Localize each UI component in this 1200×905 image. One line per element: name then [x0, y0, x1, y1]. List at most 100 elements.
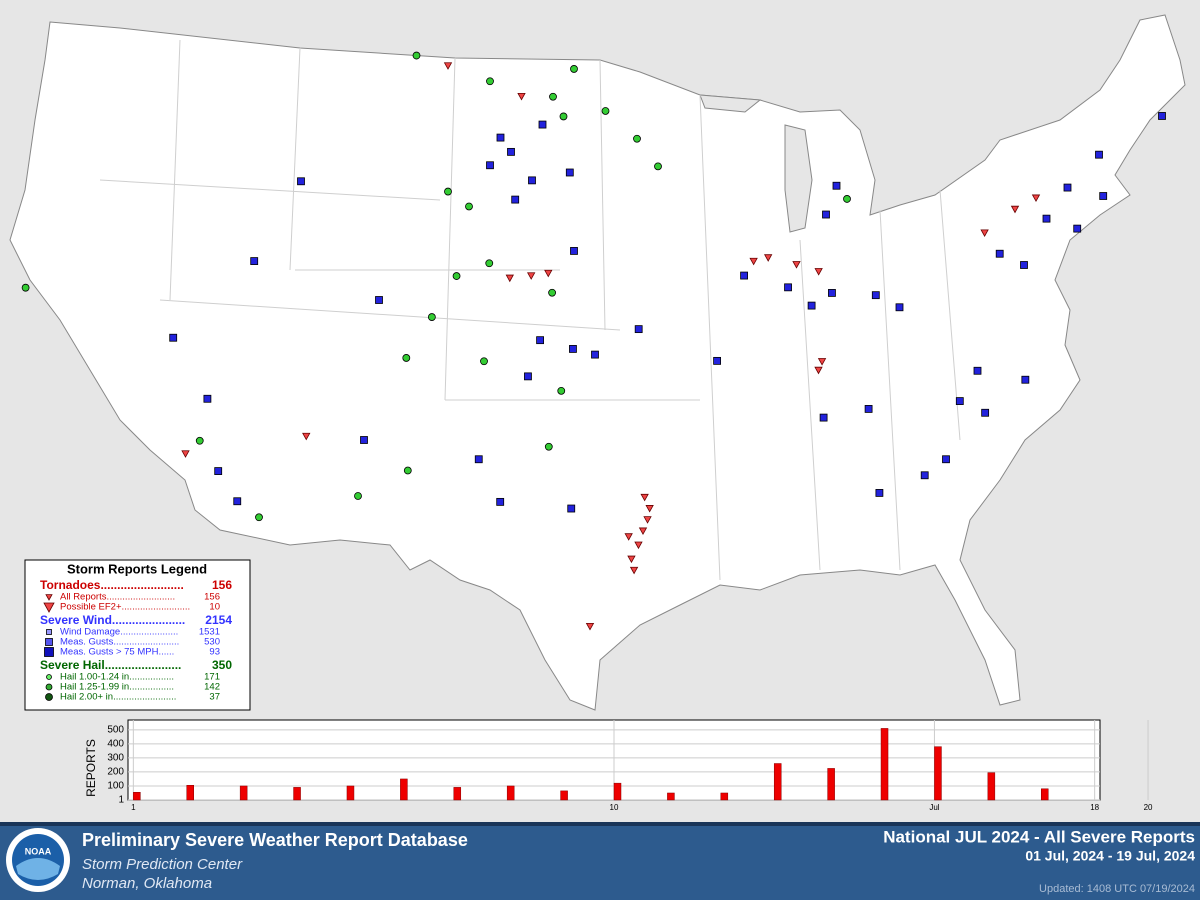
report-marker	[895, 303, 904, 312]
report-marker	[624, 533, 633, 541]
report-marker	[536, 336, 544, 345]
report-marker	[233, 497, 242, 506]
y-tick-label: 500	[107, 724, 124, 735]
report-marker	[302, 432, 311, 441]
report-marker	[465, 202, 473, 211]
report-marker	[486, 161, 494, 170]
report-marker	[452, 272, 461, 280]
report-marker	[559, 112, 568, 121]
report-marker	[557, 386, 566, 395]
report-marker	[627, 555, 636, 564]
report-marker	[920, 471, 929, 480]
report-marker	[360, 436, 368, 444]
report-marker	[485, 259, 494, 268]
report-marker	[214, 467, 223, 475]
y-axis-label: REPORTS	[84, 739, 98, 797]
report-marker	[21, 283, 30, 292]
report-marker	[942, 455, 950, 464]
report-marker	[496, 133, 505, 142]
report-marker	[633, 134, 641, 143]
x-tick-label: 1	[131, 803, 136, 812]
report-marker	[569, 345, 577, 353]
report-marker	[1063, 183, 1072, 192]
report-marker	[864, 405, 873, 413]
report-marker	[1020, 261, 1028, 269]
bar	[987, 772, 996, 801]
report-marker	[814, 366, 823, 375]
bar	[934, 746, 942, 801]
legend-item-label: Wind Damage......................	[60, 627, 178, 638]
report-marker	[973, 366, 982, 375]
legend-symbol	[45, 594, 53, 601]
report-marker	[480, 357, 488, 366]
bar	[827, 768, 835, 801]
footer-location: Norman, Oklahoma	[82, 875, 212, 892]
report-marker	[375, 296, 383, 304]
legend-symbol	[45, 638, 53, 646]
report-marker	[1099, 192, 1108, 200]
report-marker	[822, 210, 830, 219]
bar	[773, 763, 782, 801]
report-marker	[1095, 150, 1103, 159]
legend: Tornadoes......................... 156 All…	[40, 578, 232, 702]
bar	[346, 785, 355, 801]
footer-org: Storm Prediction Center	[82, 856, 243, 873]
legend-group-total: 350	[212, 658, 232, 672]
report-marker	[643, 516, 652, 524]
report-marker	[297, 177, 305, 186]
legend-item-count: 93	[209, 647, 220, 658]
bar	[880, 728, 889, 801]
date-range: 01 Jul, 2024 - 19 Jul, 2024	[1025, 848, 1195, 864]
report-marker	[792, 261, 801, 269]
report-marker	[511, 195, 520, 204]
legend-item-label: Hail 1.00-1.24 in.................	[60, 672, 174, 683]
report-marker	[875, 489, 884, 497]
report-marker	[181, 450, 190, 458]
report-marker	[250, 257, 259, 265]
x-tick-label: Jul	[929, 803, 939, 812]
report-marker	[980, 229, 989, 237]
bar	[186, 785, 194, 801]
report-marker	[817, 358, 827, 366]
legend-box	[24, 559, 251, 711]
legend-item-count: 1531	[199, 627, 220, 638]
bar	[133, 792, 141, 801]
legend-symbol	[46, 674, 52, 680]
legend-item-label: All Reports..........................	[60, 592, 175, 603]
legend-item-count: 156	[204, 592, 220, 603]
report-marker	[740, 271, 748, 280]
report-marker	[549, 92, 557, 101]
report-marker	[517, 92, 526, 101]
bar	[613, 782, 622, 801]
report-marker	[814, 268, 823, 276]
report-marker	[496, 497, 505, 506]
report-marker	[713, 356, 721, 365]
footer-title: Preliminary Severe Weather Report Databa…	[82, 830, 468, 850]
y-tick-label: 200	[107, 767, 124, 778]
report-marker	[749, 257, 758, 266]
report-marker	[354, 492, 362, 500]
report-marker	[412, 51, 421, 60]
legend-group-total: 2154	[205, 613, 232, 627]
report-marker	[1042, 214, 1051, 223]
report-marker	[527, 272, 536, 280]
bar	[453, 787, 462, 801]
report-marker	[784, 283, 792, 292]
legend-item-label: Possible EF2+..........................	[60, 602, 190, 613]
report-marker	[629, 566, 639, 575]
report-marker	[538, 120, 547, 129]
footer-band	[0, 822, 1200, 900]
legend-item-count: 10	[209, 602, 220, 613]
report-marker	[1158, 112, 1166, 120]
updated: Updated: 1408 UTC 07/19/2024	[1039, 883, 1195, 895]
legend-symbol	[45, 693, 53, 701]
report-marker	[524, 372, 532, 381]
report-marker	[1073, 224, 1082, 233]
report-marker	[567, 504, 576, 513]
bar	[506, 785, 515, 801]
report-marker	[828, 289, 836, 297]
us-outline	[9, 14, 1186, 711]
report-marker	[591, 350, 599, 359]
report-marker	[1010, 205, 1020, 214]
